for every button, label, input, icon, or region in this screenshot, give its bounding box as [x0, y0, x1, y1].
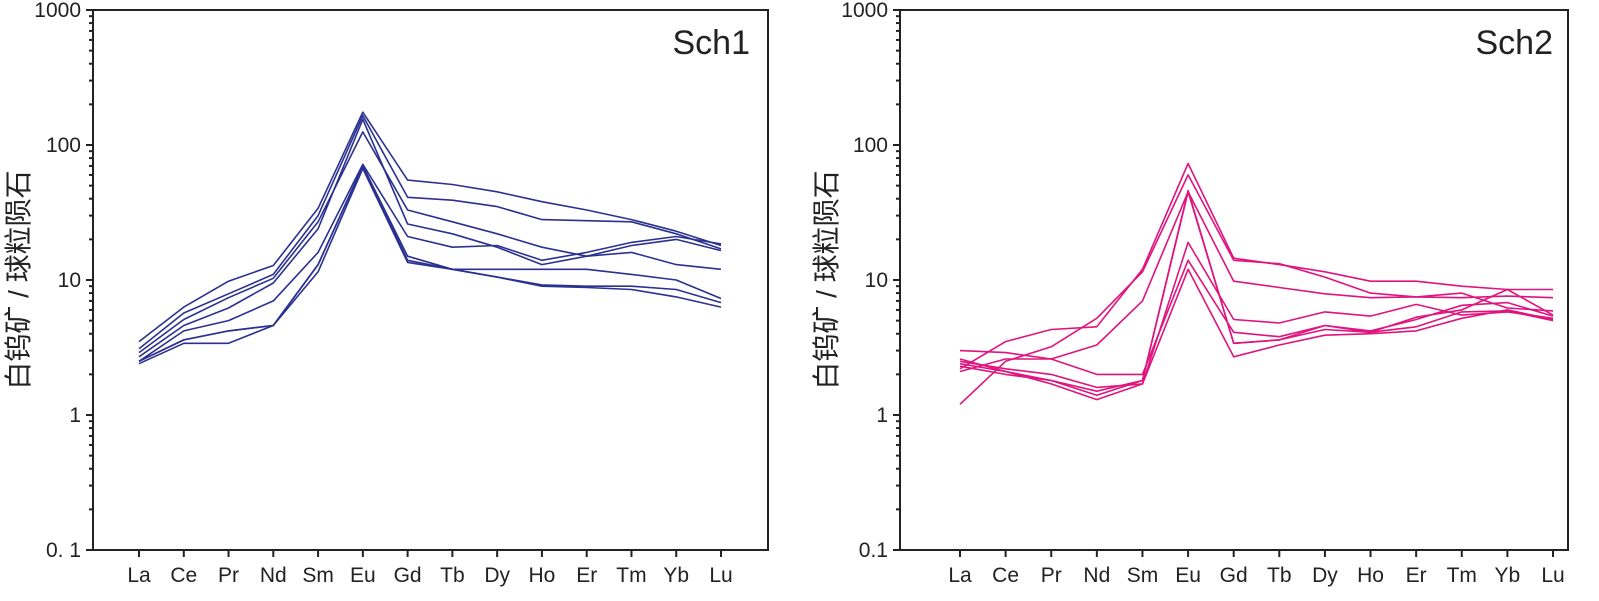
- x-tick-label: Lu: [1541, 564, 1564, 587]
- x-tick-label: Tb: [1267, 564, 1292, 587]
- x-tick-label: Nd: [1083, 564, 1110, 587]
- x-tick-label: Eu: [1175, 564, 1201, 587]
- series-line-s1: [959, 162, 1553, 370]
- y-tick-label: 10: [58, 269, 81, 292]
- y-axis-label: 白钨矿 / 球粒陨石: [811, 170, 842, 389]
- plot-frame: [899, 9, 1569, 551]
- x-tick-label: Sm: [1127, 564, 1159, 587]
- series-line-s6: [959, 189, 1554, 397]
- series-line-s7: [138, 167, 722, 365]
- x-tick-label: Yb: [1495, 564, 1521, 587]
- series-line-s4: [959, 241, 1554, 389]
- y-tick-label: 100: [853, 134, 888, 157]
- plot-frame: [92, 9, 769, 551]
- y-axis-label: 白钨矿 / 球粒陨石: [3, 170, 34, 389]
- series-line-s8: [959, 191, 1554, 393]
- x-tick-label: La: [948, 564, 972, 587]
- series-line-s2: [959, 174, 1554, 405]
- chart-panel-sch1: 0. 1 1 10 100 1000 La Ce Pr Nd Sm Eu Gd Tb Dy Ho Er Tm Yb…: [3, 0, 769, 587]
- x-tick-label: Nd: [260, 564, 287, 587]
- y-tick-label: 10: [865, 269, 888, 292]
- x-tick-label: Dy: [1312, 564, 1338, 587]
- y-tick-label: 1000: [34, 0, 81, 22]
- series-line-s5: [959, 259, 1554, 376]
- series-line-s1: [138, 111, 722, 343]
- x-tick-label: Tm: [1447, 564, 1477, 587]
- x-tick-label: Gd: [1220, 564, 1248, 587]
- x-tick-label: Sm: [302, 564, 334, 587]
- y-tick-label: 100: [46, 134, 81, 157]
- x-tick-label: Ho: [528, 564, 555, 587]
- x-tick-label: Dy: [484, 564, 510, 587]
- x-tick-label: Tb: [440, 564, 465, 587]
- series-line-s2: [138, 114, 722, 350]
- chart-panel-sch2: 0.1 1 10 100 1000 La Ce Pr Nd Sm Eu Gd Tb Dy Ho Er Tm Yb L…: [811, 0, 1569, 587]
- y-tick-label: 1000: [841, 0, 888, 22]
- x-tick-label: Lu: [709, 564, 732, 587]
- series-line-s5: [138, 163, 722, 362]
- x-tick-label: Pr: [218, 564, 239, 587]
- x-tick-label: Pr: [1041, 564, 1062, 587]
- panel-title: Sch1: [673, 24, 751, 62]
- x-tick-label: La: [127, 564, 151, 587]
- x-tick-label: Tm: [616, 564, 646, 587]
- y-tick-label: 0.1: [859, 539, 888, 562]
- x-tick-label: Er: [576, 564, 597, 587]
- x-tick-label: Ce: [170, 564, 197, 587]
- series-line-s3: [959, 191, 1554, 373]
- series-line-s7: [959, 268, 1554, 401]
- y-tick-label: 1: [69, 404, 81, 427]
- x-tick-label: Ho: [1357, 564, 1384, 587]
- y-tick-label: 0. 1: [46, 539, 81, 562]
- x-tick-label: Eu: [350, 564, 376, 587]
- x-tick-label: Yb: [663, 564, 689, 587]
- x-tick-label: Ce: [992, 564, 1019, 587]
- x-tick-label: Gd: [394, 564, 422, 587]
- series-line-s3: [138, 131, 722, 354]
- y-tick-label: 1: [876, 404, 888, 427]
- panel-title: Sch2: [1476, 24, 1554, 62]
- x-tick-label: Er: [1406, 564, 1427, 587]
- series-line-s4: [138, 118, 722, 358]
- series-line-s8: [138, 165, 722, 363]
